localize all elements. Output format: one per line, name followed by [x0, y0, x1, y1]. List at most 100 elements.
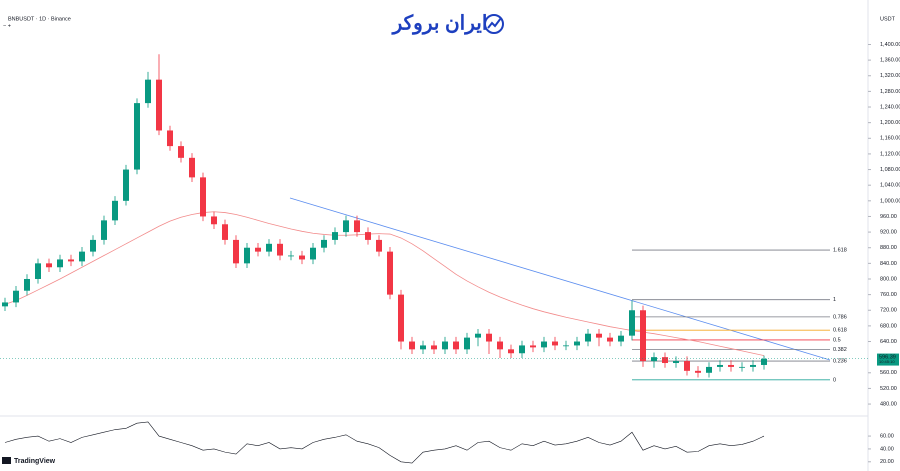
candle-body — [761, 358, 767, 365]
candle-body — [750, 364, 756, 367]
candle-body — [552, 341, 558, 346]
chart-title: BNBUSDT · 1D · Binance — [8, 16, 71, 22]
y-tick-label: 1,400.00 — [880, 42, 900, 48]
fib-label: 1 — [833, 297, 836, 303]
candle-body — [321, 239, 327, 248]
candle-body — [629, 310, 635, 336]
candle-body — [497, 341, 503, 350]
candle-body — [739, 366, 745, 368]
candle-body — [574, 341, 580, 346]
y-tick-label: 1,040.00 — [880, 183, 900, 189]
trend-line — [289, 197, 831, 361]
candle-body — [145, 79, 151, 104]
brand-icon — [484, 14, 504, 34]
candle-body — [640, 310, 646, 362]
y-tick-label: 840.00 — [880, 261, 897, 267]
candle-body — [68, 259, 74, 262]
candle-body — [233, 239, 239, 264]
candle-body — [57, 259, 63, 268]
platform: TradingView — [14, 458, 56, 465]
collapse: − + — [3, 23, 11, 29]
candle-body — [35, 263, 41, 279]
fib-label: 0 — [833, 377, 836, 383]
candle-body — [618, 335, 624, 342]
candle-body — [354, 220, 360, 233]
candle-body — [541, 341, 547, 348]
candle-body — [431, 345, 437, 350]
candle-body — [365, 232, 371, 240]
fib-label: 0.786 — [833, 314, 847, 320]
candle-body — [189, 157, 195, 178]
candle-body — [101, 220, 107, 240]
moving-average — [4, 211, 765, 356]
candle-body — [442, 341, 448, 350]
y-tick-label: 1,240.00 — [880, 104, 900, 110]
candle-body — [299, 255, 305, 260]
brand: ایران بروکر — [391, 12, 488, 35]
y-tick-label: 1,160.00 — [880, 136, 900, 142]
candle-body — [596, 333, 602, 338]
countdown: 10:45:10 — [879, 359, 895, 364]
y-tick-label: 680.00 — [880, 323, 897, 329]
fib-label: 0.618 — [833, 328, 847, 334]
candle-body — [475, 333, 481, 338]
y-tick-label: 880.00 — [880, 245, 897, 251]
candle-body — [255, 247, 261, 252]
candle-body — [13, 290, 19, 303]
candle-body — [2, 302, 8, 307]
candle-body — [673, 361, 679, 364]
fib-label: 0.382 — [833, 347, 847, 353]
candle-body — [167, 130, 173, 147]
candle-body — [464, 337, 470, 350]
fib-label: 0.236 — [833, 359, 847, 365]
candle-body — [266, 243, 272, 252]
y-tick-label: 1,320.00 — [880, 73, 900, 79]
candle-body — [123, 169, 129, 201]
candle-body — [222, 224, 228, 240]
candle-body — [486, 333, 492, 342]
candle-body — [706, 366, 712, 373]
y-tick-label: 480.00 — [880, 402, 897, 408]
candle-body — [607, 337, 613, 342]
candle-body — [332, 232, 338, 240]
candle-body — [288, 255, 294, 257]
last-price-box — [877, 353, 899, 366]
y-tick-label: 920.00 — [880, 230, 897, 236]
candle-body — [420, 345, 426, 350]
y-tick-label: 800.00 — [880, 276, 897, 282]
candle-body — [508, 349, 514, 354]
candle-body — [695, 370, 701, 373]
candle-body — [79, 251, 85, 262]
last-price: 596.39 — [879, 355, 896, 361]
candle-body — [200, 177, 206, 217]
candle-body — [563, 345, 569, 347]
y-tick-label: 1,120.00 — [880, 151, 900, 157]
candle-body — [310, 247, 316, 260]
candle-body — [387, 251, 393, 295]
candle-body — [244, 247, 250, 264]
rsi-tick-label: 20.00 — [880, 459, 894, 465]
candle-body — [398, 294, 404, 342]
fib-label: 1.618 — [833, 248, 847, 254]
candle-body — [530, 345, 536, 348]
candle-body — [519, 345, 525, 354]
candle-body — [277, 243, 283, 256]
rsi-line — [4, 421, 765, 464]
y-tick-label: 1,000.00 — [880, 198, 900, 204]
candle-body — [728, 364, 734, 367]
candle-body — [211, 216, 217, 225]
y-tick-label: 1,360.00 — [880, 58, 900, 64]
rsi-tick-label: 40.00 — [880, 446, 894, 452]
candle-body — [90, 239, 96, 252]
candle-body — [46, 263, 52, 268]
candle-body — [717, 364, 723, 367]
candle-body — [24, 278, 30, 291]
y-tick-label: 1,200.00 — [880, 120, 900, 126]
candle-body — [178, 146, 184, 158]
candle-body — [684, 361, 690, 371]
candle-body — [112, 200, 118, 221]
y-tick-label: 760.00 — [880, 292, 897, 298]
candle-body — [662, 357, 668, 364]
